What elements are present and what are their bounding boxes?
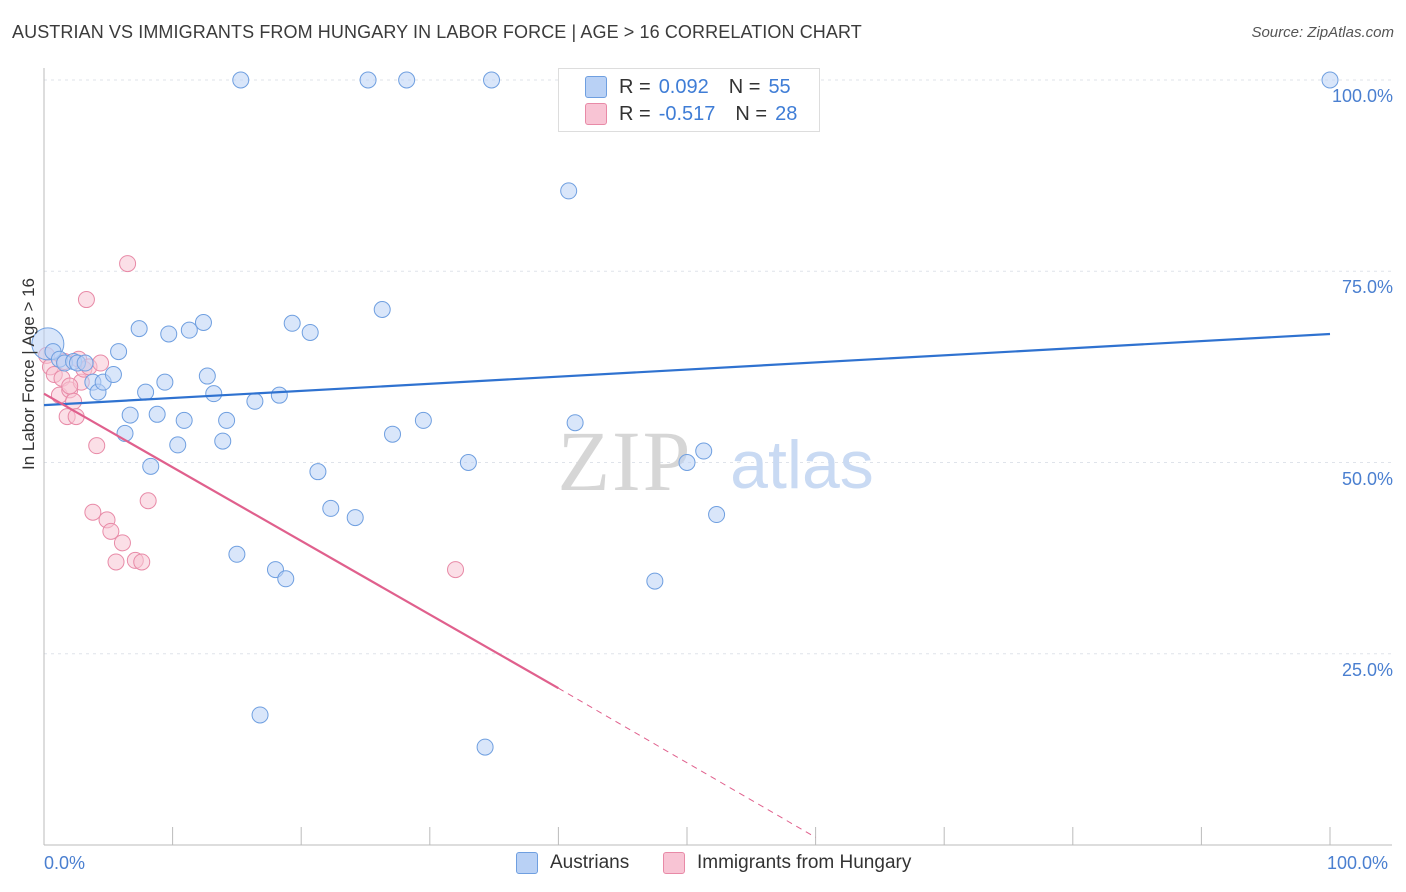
austrians-point	[180, 321, 198, 339]
immigrants-point	[133, 553, 151, 571]
y-tick-label: 75.0%	[1341, 277, 1393, 298]
legend-row-austrians: R = 0.092 N = 55	[585, 75, 791, 99]
austrians-point	[695, 442, 713, 460]
y-tick-label: 25.0%	[1341, 659, 1393, 680]
austrians-point	[708, 506, 726, 524]
austrians-point	[148, 405, 166, 423]
austrians-point	[130, 320, 148, 338]
legend-r-value: -0.517	[658, 102, 716, 125]
austrians-point	[142, 457, 160, 475]
austrians-point	[232, 71, 250, 89]
watermark-atlas: atlas	[730, 427, 874, 503]
legend-r-label: R =	[619, 102, 651, 125]
austrians-point	[198, 367, 216, 385]
immigrants-point	[139, 492, 157, 510]
bottom-legend-austrians: Austrians	[516, 852, 629, 874]
legend-r-label: R =	[619, 75, 651, 98]
austrians-point	[246, 392, 264, 410]
austrians-swatch	[585, 76, 607, 98]
austrians-point	[175, 411, 193, 429]
immigrants-point	[113, 534, 131, 552]
austrians-swatch	[516, 852, 538, 874]
austrians-point	[346, 509, 364, 527]
austrians-point	[218, 411, 236, 429]
immigrants-point	[447, 561, 465, 579]
axes	[43, 68, 1392, 846]
austrians-point	[283, 314, 301, 332]
austrians-point	[121, 406, 139, 424]
austrians-point	[678, 454, 696, 471]
austrians-point	[228, 545, 246, 563]
austrians-point	[270, 386, 288, 404]
austrians-point	[322, 499, 340, 517]
austrians-point	[359, 71, 377, 89]
immigrants-point	[77, 291, 95, 309]
immigrants-trend-extension	[558, 687, 816, 838]
immigrants-point	[107, 553, 125, 571]
immigrants-point	[61, 377, 79, 395]
austrians-point	[169, 436, 187, 454]
austrians-point	[398, 71, 416, 89]
legend-row-immigrants: R = -0.517 N = 28	[585, 102, 797, 126]
austrians-point	[214, 432, 232, 450]
y-tick-label: 50.0%	[1341, 468, 1393, 489]
legend-n-label: N =	[728, 75, 761, 98]
austrians-point	[76, 354, 94, 372]
austrians-point	[110, 343, 128, 361]
x-tick-label-min: 0.0%	[44, 853, 86, 873]
austrians-point	[1321, 71, 1339, 89]
x-tick-label-max: 100.0%	[1327, 853, 1389, 873]
austrians-point	[646, 572, 664, 590]
austrians-point	[160, 325, 178, 343]
watermark: ZIP atlas	[558, 413, 874, 509]
austrians-point	[194, 314, 212, 332]
austrians-point	[476, 738, 494, 756]
immigrants-point	[102, 522, 120, 540]
immigrants-point	[119, 255, 137, 273]
y-axis-label: In Labor Force | Age > 16	[19, 277, 38, 470]
legend-n-value: 28	[775, 102, 798, 125]
austrians-point	[301, 323, 319, 341]
y-tick-label: 100.0%	[1331, 86, 1393, 106]
austrians-points	[31, 71, 1339, 756]
austrians-point	[205, 385, 223, 403]
austrians-point	[104, 366, 122, 384]
austrians-trend-line	[43, 332, 1331, 407]
immigrants-point	[88, 437, 106, 455]
austrians-point	[414, 411, 432, 429]
austrians-point	[277, 570, 295, 588]
legend-label-austrians: Austrians	[550, 852, 630, 873]
bottom-legend-immigrants: Immigrants from Hungary	[663, 852, 911, 874]
austrians-point	[566, 414, 584, 432]
austrians-point	[483, 71, 501, 89]
immigrants-swatch	[663, 852, 685, 874]
correlation-legend: R = 0.092 N = 55 R = -0.517 N = 28	[558, 68, 820, 132]
chart-title: AUSTRIAN VS IMMIGRANTS FROM HUNGARY IN L…	[12, 22, 862, 42]
legend-n-value: 55	[768, 75, 791, 98]
source-credit: Source: ZipAtlas.com	[1251, 24, 1394, 41]
austrians-point	[373, 301, 391, 318]
austrians-point	[137, 383, 155, 401]
austrians-point	[560, 182, 578, 200]
legend-label-immigrants: Immigrants from Hungary	[697, 852, 912, 873]
immigrants-points	[38, 255, 465, 579]
immigrants-point	[84, 503, 102, 521]
austrians-point	[309, 463, 327, 481]
austrians-point	[156, 373, 174, 391]
legend-n-label: N =	[735, 102, 768, 125]
austrians-point	[384, 425, 402, 443]
trend-lines	[43, 332, 1331, 838]
austrians-point	[459, 454, 477, 471]
legend-r-value: 0.092	[658, 75, 709, 98]
immigrants-point	[92, 354, 110, 372]
austrians-point	[251, 706, 269, 724]
immigrants-swatch	[585, 103, 607, 125]
immigrants-trend-line	[43, 392, 559, 690]
